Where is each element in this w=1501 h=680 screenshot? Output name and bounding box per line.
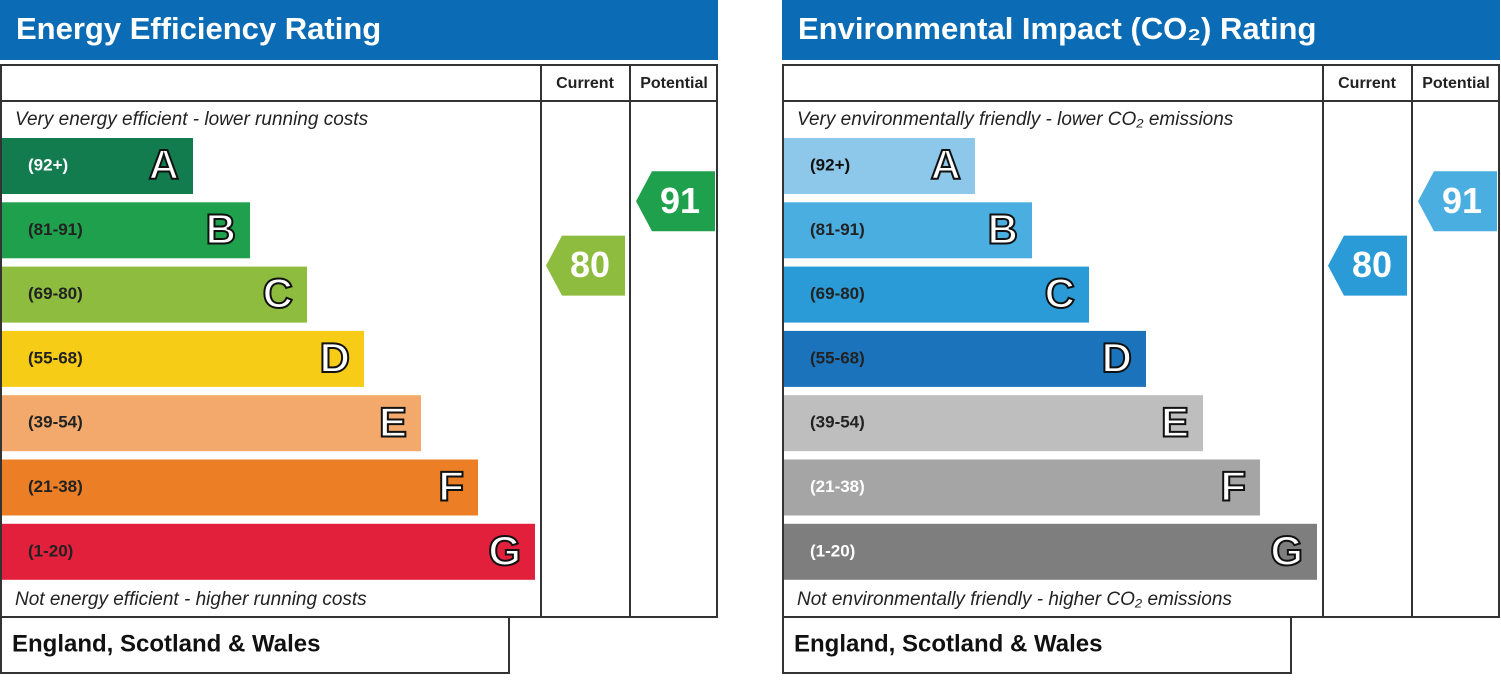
band-letter: E [1161, 398, 1189, 445]
band-letter: D [1102, 334, 1132, 381]
rating-band [2, 459, 478, 516]
rating-band [784, 395, 1203, 452]
bottom-note: Not environmentally friendly - higher CO… [797, 589, 1232, 610]
band-letter: A [931, 141, 961, 188]
band-range: (81-91) [28, 220, 83, 239]
column-header: Current [1338, 75, 1396, 92]
title-bar [782, 0, 1500, 60]
rating-band [784, 266, 1089, 323]
band-range: (81-91) [810, 220, 865, 239]
band-range: (69-80) [810, 284, 865, 303]
band-letter: A [149, 141, 179, 188]
rating-value: 80 [1352, 244, 1392, 285]
band-range: (39-54) [28, 413, 83, 432]
band-letter: G [1270, 527, 1303, 574]
band-range: (39-54) [810, 413, 865, 432]
rating-band [784, 459, 1260, 516]
band-letter: F [438, 463, 464, 510]
rating-band [784, 138, 975, 194]
band-range: (55-68) [28, 348, 83, 367]
top-note: Very environmentally friendly - lower CO… [797, 109, 1234, 130]
band-range: (1-20) [28, 541, 73, 560]
footer: England, Scotland & Wales [12, 630, 320, 657]
band-letter: G [488, 527, 521, 574]
rating-band [784, 330, 1146, 387]
rating-value: 91 [1442, 180, 1482, 221]
panel-title: Environmental Impact (CO₂) Rating [798, 11, 1316, 46]
band-letter: C [1045, 270, 1075, 317]
rating-band [2, 330, 364, 387]
rating-value: 91 [660, 180, 700, 221]
band-letter: D [320, 334, 350, 381]
rating-value: 80 [570, 244, 610, 285]
band-range: (55-68) [810, 348, 865, 367]
rating-band [2, 523, 535, 580]
band-range: (92+) [28, 155, 68, 174]
footer-box [782, 616, 1292, 674]
rating-band [2, 202, 250, 259]
top-note: Very energy efficient - lower running co… [15, 109, 369, 130]
rating-panel: Environmental Impact (CO₂) Rating Current… [782, 0, 1500, 674]
rating-band [784, 523, 1317, 580]
column-header: Current [556, 75, 614, 92]
band-letter: E [379, 398, 407, 445]
band-letter: B [988, 205, 1018, 252]
rating-arrow [1418, 171, 1497, 232]
rating-panel: Energy Efficiency Rating Current Potential… [0, 0, 718, 674]
band-range: (1-20) [810, 541, 855, 560]
band-letter: C [263, 270, 293, 317]
band-letter: F [1220, 463, 1246, 510]
rating-band [784, 202, 1032, 259]
column-header: Potential [1422, 75, 1490, 92]
band-range: (92+) [810, 155, 850, 174]
rating-band [2, 395, 421, 452]
rating-arrow [636, 171, 715, 232]
rating-band [2, 266, 307, 323]
bottom-note: Not energy efficient - higher running co… [15, 589, 367, 610]
rating-arrow [546, 235, 625, 296]
rating-band [2, 138, 193, 194]
rating-arrow [1328, 235, 1407, 296]
band-range: (69-80) [28, 284, 83, 303]
band-range: (21-38) [28, 477, 83, 496]
footer: England, Scotland & Wales [794, 630, 1102, 657]
panel-title: Energy Efficiency Rating [16, 11, 381, 46]
band-range: (21-38) [810, 477, 865, 496]
column-header: Potential [640, 75, 708, 92]
footer-box [0, 616, 510, 674]
band-letter: B [206, 205, 236, 252]
title-bar [0, 0, 718, 60]
